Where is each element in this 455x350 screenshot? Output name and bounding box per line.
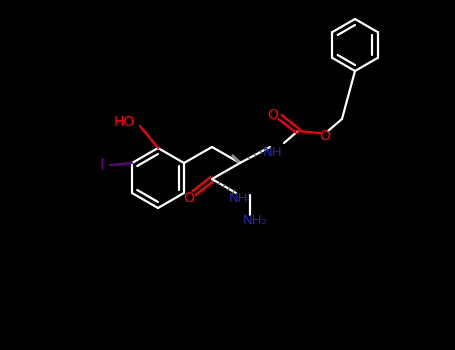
Text: HO: HO	[113, 115, 135, 129]
Text: I: I	[100, 158, 104, 173]
Text: O: O	[319, 129, 330, 143]
Text: O: O	[268, 108, 278, 122]
Text: NH: NH	[263, 146, 283, 159]
Text: NH: NH	[229, 191, 249, 204]
Text: O: O	[183, 191, 194, 205]
Text: NH₂: NH₂	[243, 214, 268, 226]
